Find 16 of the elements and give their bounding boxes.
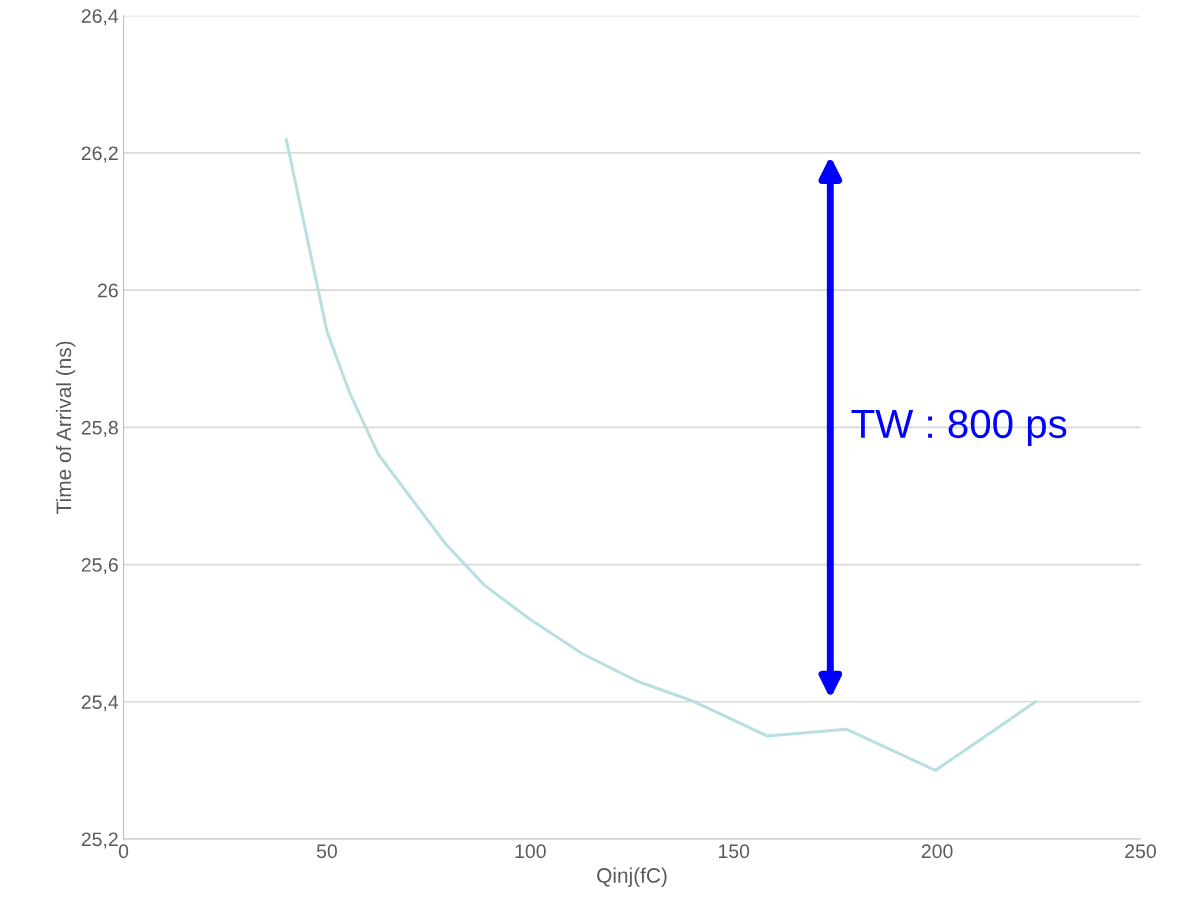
annotation: TW : 800 ps (851, 409, 1067, 447)
y-tick-label: 26,4 (81, 9, 119, 26)
x-tick-label: 50 (316, 844, 337, 859)
x-tick-label: 0 (118, 844, 129, 859)
x-tick-label: 150 (718, 844, 750, 859)
x-tick-label: 100 (515, 844, 546, 859)
x-axis-title: Qinj(fC) (597, 867, 667, 887)
y-tick-label: 26 (98, 283, 118, 298)
y-axis-title: Time of Arrival (ns) (55, 341, 76, 514)
y-tick-label: 26,2 (81, 146, 118, 163)
y-tick-label: 25,4 (81, 695, 119, 712)
y-tick-label: 25,8 (81, 420, 118, 437)
y-tick-label: 25,6 (81, 558, 118, 575)
x-tick-label: 200 (921, 844, 953, 859)
x-tick-label: 250 (1125, 844, 1156, 859)
y-tick-label: 25,2 (81, 832, 118, 849)
